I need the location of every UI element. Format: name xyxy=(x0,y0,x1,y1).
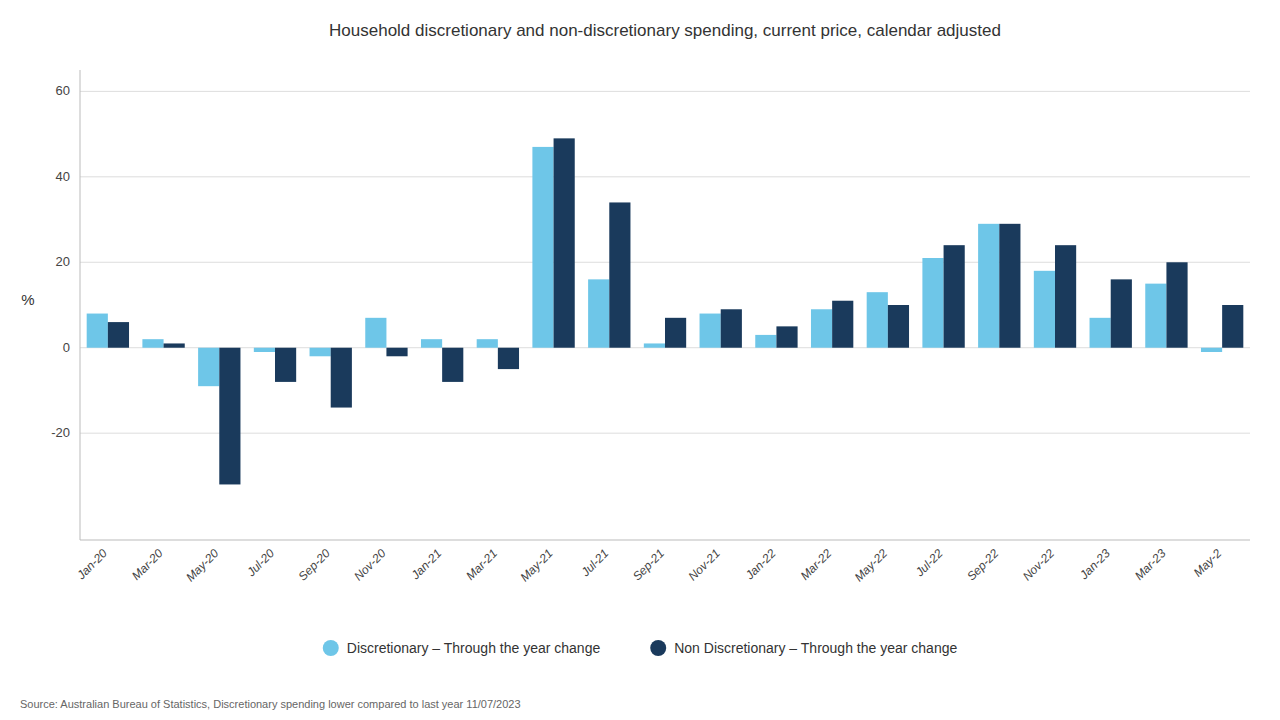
bar xyxy=(1111,279,1132,347)
bar xyxy=(198,348,219,386)
bar xyxy=(888,305,909,348)
bar xyxy=(310,348,331,357)
x-tick-label: Mar-23 xyxy=(1132,546,1169,583)
bar xyxy=(219,348,240,485)
bar xyxy=(275,348,296,382)
bar xyxy=(978,224,999,348)
bar xyxy=(532,147,553,348)
bar xyxy=(1090,318,1111,348)
x-tick-label: Nov-21 xyxy=(686,546,723,583)
source: Source: Australian Bureau of Statistics,… xyxy=(20,698,521,710)
grid xyxy=(80,91,1250,433)
x-tick-label: Jan-20 xyxy=(73,546,110,583)
y-tick-label: 40 xyxy=(56,169,70,184)
bar xyxy=(922,258,943,348)
legend-item: Discretionary – Through the year change xyxy=(323,640,601,656)
x-tick-label: Mar-20 xyxy=(129,546,166,583)
x-axis-line xyxy=(80,540,1250,541)
bar xyxy=(442,348,463,382)
x-tick-label: Mar-22 xyxy=(798,546,835,583)
bar xyxy=(721,309,742,347)
x-tick-label: Nov-20 xyxy=(351,546,388,583)
bar xyxy=(832,301,853,348)
bar xyxy=(665,318,686,348)
x-tick-label: Jan-23 xyxy=(1076,546,1113,583)
x-tick-label: May-20 xyxy=(183,546,221,584)
bar xyxy=(87,314,108,348)
bar xyxy=(498,348,519,369)
bar xyxy=(867,292,888,348)
bar xyxy=(1034,271,1055,348)
bar xyxy=(944,245,965,348)
bar xyxy=(755,335,776,348)
legend-item: Non Discretionary – Through the year cha… xyxy=(650,640,957,656)
bar xyxy=(386,348,407,357)
bar xyxy=(331,348,352,408)
page: {"chart_data": { "type": "bar", "title":… xyxy=(0,0,1280,720)
bar xyxy=(254,348,275,352)
legend-label: Non Discretionary – Through the year cha… xyxy=(674,640,957,656)
x-tick-label: May-2 xyxy=(1191,546,1225,580)
y-axis-line xyxy=(80,70,81,540)
x-tick-label: Sep-20 xyxy=(296,546,333,583)
y-tick-label: 20 xyxy=(56,254,70,269)
bar xyxy=(554,138,575,347)
bar xyxy=(164,343,185,347)
x-tick-label: Jul-21 xyxy=(578,546,612,580)
bar xyxy=(365,318,386,348)
grid-line xyxy=(80,91,1250,92)
x-tick-label: Nov-22 xyxy=(1020,546,1057,583)
bar xyxy=(1055,245,1076,348)
bar xyxy=(700,314,721,348)
x-tick-label: May-21 xyxy=(517,546,555,584)
x-tick-label: Mar-21 xyxy=(463,546,500,583)
x-tick-label: May-22 xyxy=(852,546,890,584)
y-tick-label: 0 xyxy=(63,340,70,355)
bar xyxy=(477,339,498,348)
bar xyxy=(1166,262,1187,347)
chart: Household discretionary and non-discreti… xyxy=(0,0,1280,720)
x-tick-label: Jul-22 xyxy=(912,546,946,580)
bar xyxy=(588,279,609,347)
bar xyxy=(999,224,1020,348)
bar xyxy=(811,309,832,347)
x-tick-label: Sep-22 xyxy=(964,546,1001,583)
y-tick-label: 60 xyxy=(56,83,70,98)
legend-marker xyxy=(650,640,666,656)
y-axis-label: % xyxy=(21,291,34,308)
y-tick-label: -20 xyxy=(51,425,70,440)
bar xyxy=(142,339,163,348)
bar xyxy=(421,339,442,348)
bar xyxy=(776,326,797,347)
x-tick-label: Jul-20 xyxy=(243,546,277,580)
bar xyxy=(108,322,129,348)
legend-marker xyxy=(323,640,339,656)
bar xyxy=(1145,284,1166,348)
bar xyxy=(1201,348,1222,352)
x-tick-label: Sep-21 xyxy=(630,546,667,583)
grid-line xyxy=(80,176,1250,177)
bar xyxy=(644,343,665,347)
bar xyxy=(609,202,630,347)
bars xyxy=(87,138,1244,484)
legend: Discretionary – Through the year change N… xyxy=(323,640,958,656)
grid-line xyxy=(80,433,1250,434)
x-tick-label: Jan-22 xyxy=(742,546,779,583)
x-tick-label: Jan-21 xyxy=(408,546,445,583)
bar xyxy=(1222,305,1243,348)
title: Household discretionary and non-discreti… xyxy=(329,21,1001,40)
legend-label: Discretionary – Through the year change xyxy=(347,640,601,656)
